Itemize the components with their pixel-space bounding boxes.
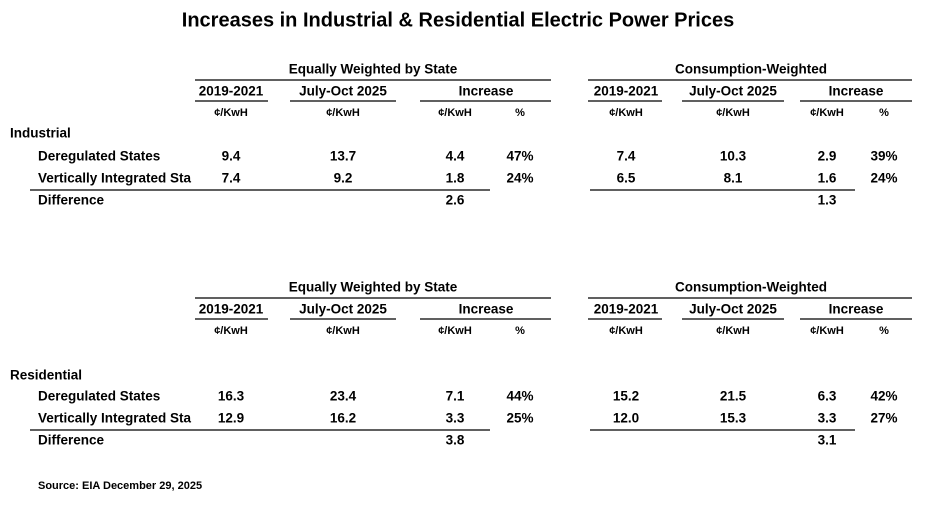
cell: 6.5	[617, 171, 636, 186]
unit-label: ¢/KwH	[438, 325, 472, 337]
unit-label: ¢/KwH	[438, 107, 472, 119]
cell: 47%	[506, 149, 533, 164]
column-header: 2019-2021	[594, 302, 659, 317]
unit-label: %	[879, 107, 889, 119]
column-header: July-Oct 2025	[299, 84, 387, 99]
cell: 39%	[870, 149, 897, 164]
cell: 21.5	[720, 389, 747, 404]
cell: 9.2	[334, 171, 353, 186]
column-header: Increase	[829, 84, 884, 99]
unit-label: %	[515, 325, 525, 337]
column-header: 2019-2021	[594, 84, 659, 99]
column-header: July-Oct 2025	[689, 84, 777, 99]
unit-label: ¢/KwH	[716, 325, 750, 337]
unit-label: %	[515, 107, 525, 119]
group-header: Consumption-Weighted	[675, 62, 827, 77]
cell: 1.8	[446, 171, 465, 186]
cell: 23.4	[330, 389, 357, 404]
section-label: Industrial	[10, 126, 71, 141]
cell: 2.9	[818, 149, 837, 164]
row-label: Difference	[38, 433, 105, 448]
cell: 12.0	[613, 411, 639, 426]
cell: 15.3	[720, 411, 747, 426]
column-header: Increase	[459, 84, 514, 99]
cell: 3.8	[446, 433, 465, 448]
source: Source: EIA December 29, 2025	[38, 480, 202, 492]
cell: 3.3	[818, 411, 837, 426]
unit-label: ¢/KwH	[609, 107, 643, 119]
cell: 1.6	[818, 171, 837, 186]
cell: 6.3	[818, 389, 837, 404]
column-header: Increase	[459, 302, 514, 317]
unit-label: ¢/KwH	[326, 325, 360, 337]
cell: 3.1	[818, 433, 837, 448]
group-header: Consumption-Weighted	[675, 280, 827, 295]
row-label: Difference	[38, 193, 105, 208]
column-header: 2019-2021	[199, 302, 264, 317]
row-label: Deregulated States	[38, 389, 160, 404]
cell: 12.9	[218, 411, 244, 426]
column-header: July-Oct 2025	[299, 302, 387, 317]
row-label: Deregulated States	[38, 149, 160, 164]
group-header: Equally Weighted by State	[289, 62, 458, 77]
cell: 7.4	[222, 171, 241, 186]
unit-label: ¢/KwH	[810, 325, 844, 337]
unit-label: ¢/KwH	[716, 107, 750, 119]
group-header: Equally Weighted by State	[289, 280, 458, 295]
cell: 13.7	[330, 149, 356, 164]
cell: 1.3	[818, 193, 837, 208]
column-header: 2019-2021	[199, 84, 264, 99]
cell: 42%	[870, 389, 897, 404]
section-label: Residential	[10, 368, 82, 383]
cell: 7.1	[446, 389, 465, 404]
row-label: Vertically Integrated Sta	[38, 411, 192, 426]
cell: 10.3	[720, 149, 747, 164]
cell: 3.3	[446, 411, 465, 426]
column-header: Increase	[829, 302, 884, 317]
cell: 8.1	[724, 171, 743, 186]
unit-label: ¢/KwH	[214, 325, 248, 337]
unit-label: ¢/KwH	[326, 107, 360, 119]
cell: 2.6	[446, 193, 465, 208]
column-header: July-Oct 2025	[689, 302, 777, 317]
cell: 24%	[506, 171, 533, 186]
unit-label: ¢/KwH	[214, 107, 248, 119]
unit-label: ¢/KwH	[609, 325, 643, 337]
cell: 15.2	[613, 389, 639, 404]
unit-label: %	[879, 325, 889, 337]
cell: 4.4	[446, 149, 465, 164]
cell: 16.3	[218, 389, 245, 404]
cell: 44%	[506, 389, 533, 404]
cell: 16.2	[330, 411, 356, 426]
cell: 27%	[870, 411, 897, 426]
cell: 24%	[870, 171, 897, 186]
row-label: Vertically Integrated Sta	[38, 171, 192, 186]
cell: 25%	[506, 411, 533, 426]
cell: 9.4	[222, 149, 241, 164]
unit-label: ¢/KwH	[810, 107, 844, 119]
cell: 7.4	[617, 149, 636, 164]
title: Increases in Industrial & Residential El…	[182, 9, 734, 31]
